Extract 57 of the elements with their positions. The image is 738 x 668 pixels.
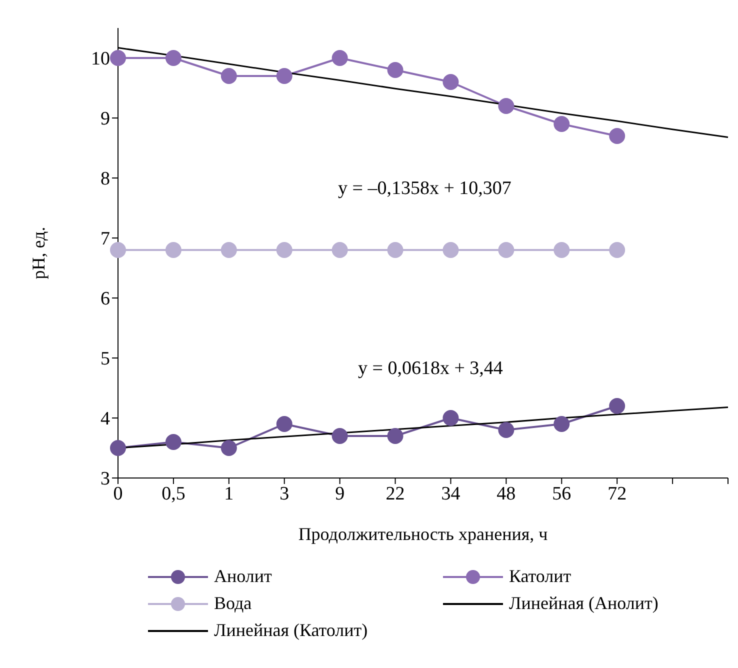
point — [332, 50, 348, 66]
point — [110, 242, 126, 258]
point — [165, 50, 182, 66]
x-axis-title: Продолжительность хранения, ч — [298, 524, 548, 544]
y-tick-label: 8 — [100, 168, 110, 190]
x-tick-label: 22 — [386, 483, 405, 504]
x-tick-label: 0 — [113, 483, 123, 504]
legend-label: Линейная (Анолит) — [509, 593, 658, 614]
point — [276, 68, 292, 84]
point — [609, 128, 626, 144]
x-tick-label: 72 — [608, 483, 627, 504]
point — [165, 242, 182, 258]
point — [442, 242, 459, 258]
point — [498, 98, 514, 114]
point — [554, 116, 570, 132]
point — [110, 50, 126, 66]
x-tick-label: 9 — [335, 483, 345, 504]
y-tick-label: 7 — [100, 228, 110, 250]
point — [110, 440, 126, 456]
point — [498, 422, 514, 438]
point — [387, 62, 404, 78]
point — [220, 68, 237, 84]
legend-label: Анолит — [214, 566, 272, 587]
point — [332, 428, 348, 444]
x-tick-label: 0,5 — [162, 483, 186, 504]
y-tick-label: 3 — [100, 468, 110, 490]
x-tick-label: 48 — [496, 483, 516, 504]
y-tick-label: 4 — [100, 408, 110, 430]
y-axis-title: pH, ед. — [28, 226, 48, 280]
legend-label: Вода — [214, 593, 252, 614]
point — [276, 416, 292, 432]
point — [554, 416, 570, 432]
legend-label: Линейная (Католит) — [214, 620, 368, 641]
point — [220, 440, 237, 456]
point — [165, 434, 182, 450]
point — [498, 242, 514, 258]
legend-label: Католит — [509, 566, 572, 587]
point — [442, 410, 459, 426]
point — [387, 242, 404, 258]
y-tick-label: 5 — [100, 348, 110, 370]
point — [609, 398, 626, 414]
x-tick-label: 1 — [224, 483, 234, 504]
y-tick-label: 9 — [100, 108, 110, 130]
point — [332, 242, 348, 258]
y-tick-label: 10 — [91, 48, 110, 70]
point — [554, 242, 570, 258]
annotation: y = 0,0618x + 3,44 — [358, 358, 503, 380]
point — [387, 428, 404, 444]
point — [609, 242, 626, 258]
point — [276, 242, 292, 258]
x-tick-label: 3 — [280, 483, 290, 504]
annotation: y = –0,1358x + 10,307 — [338, 178, 512, 200]
x-tick-label: 56 — [552, 483, 572, 504]
point — [220, 242, 237, 258]
x-tick-label: 34 — [441, 483, 461, 504]
point — [442, 74, 459, 90]
y-tick-label: 6 — [100, 288, 110, 310]
